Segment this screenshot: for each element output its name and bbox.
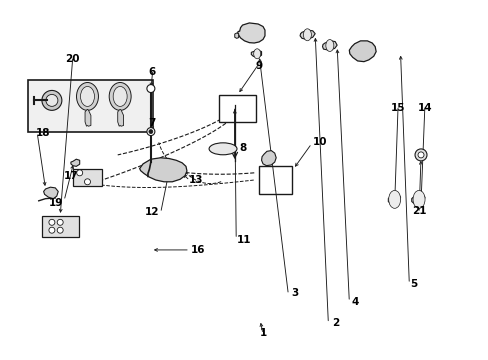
Circle shape (57, 219, 63, 225)
Ellipse shape (325, 40, 333, 51)
Bar (73, 168, 102, 186)
Polygon shape (118, 109, 123, 126)
Circle shape (146, 127, 155, 136)
Text: 14: 14 (417, 103, 431, 113)
Text: 2: 2 (331, 319, 339, 328)
Circle shape (414, 149, 426, 161)
Ellipse shape (109, 82, 131, 111)
Text: 6: 6 (148, 67, 155, 77)
Polygon shape (140, 158, 186, 182)
Ellipse shape (76, 82, 98, 111)
Text: 17: 17 (64, 171, 79, 181)
Circle shape (42, 90, 62, 111)
Ellipse shape (209, 143, 237, 155)
Ellipse shape (388, 190, 400, 208)
Circle shape (57, 227, 63, 233)
Text: 15: 15 (390, 103, 405, 113)
Ellipse shape (113, 86, 127, 107)
Text: 3: 3 (290, 288, 298, 298)
Circle shape (148, 130, 153, 134)
Text: 10: 10 (312, 138, 326, 147)
Circle shape (77, 170, 82, 176)
Bar (42, 216, 79, 237)
Text: 13: 13 (188, 175, 203, 185)
Circle shape (146, 85, 155, 93)
Text: 19: 19 (49, 198, 63, 208)
Polygon shape (71, 159, 80, 166)
Ellipse shape (412, 190, 424, 208)
Circle shape (46, 94, 58, 106)
Text: 1: 1 (259, 328, 266, 338)
Text: 16: 16 (190, 245, 205, 255)
Polygon shape (411, 194, 424, 204)
Text: 8: 8 (239, 143, 246, 153)
Text: 12: 12 (144, 207, 159, 217)
Polygon shape (261, 150, 276, 166)
Text: 18: 18 (36, 129, 50, 138)
Text: 7: 7 (148, 118, 155, 128)
Circle shape (417, 152, 423, 158)
Bar (27, 80, 153, 132)
Bar (219, 95, 255, 122)
Text: 4: 4 (351, 297, 358, 307)
Text: 5: 5 (409, 279, 417, 289)
Polygon shape (387, 194, 400, 204)
Polygon shape (251, 50, 261, 57)
Polygon shape (234, 33, 238, 39)
Circle shape (84, 179, 90, 185)
Bar (259, 166, 292, 194)
Circle shape (49, 219, 55, 225)
Polygon shape (300, 30, 315, 40)
Circle shape (49, 227, 55, 233)
Ellipse shape (303, 29, 311, 41)
Polygon shape (85, 109, 91, 126)
Text: 21: 21 (411, 206, 426, 216)
Polygon shape (43, 187, 58, 199)
Polygon shape (237, 23, 264, 43)
Text: 9: 9 (255, 61, 262, 71)
Text: 20: 20 (65, 54, 80, 64)
Polygon shape (348, 41, 375, 62)
Ellipse shape (253, 49, 260, 59)
Text: 11: 11 (237, 235, 251, 245)
Polygon shape (322, 41, 336, 50)
Ellipse shape (81, 86, 94, 107)
